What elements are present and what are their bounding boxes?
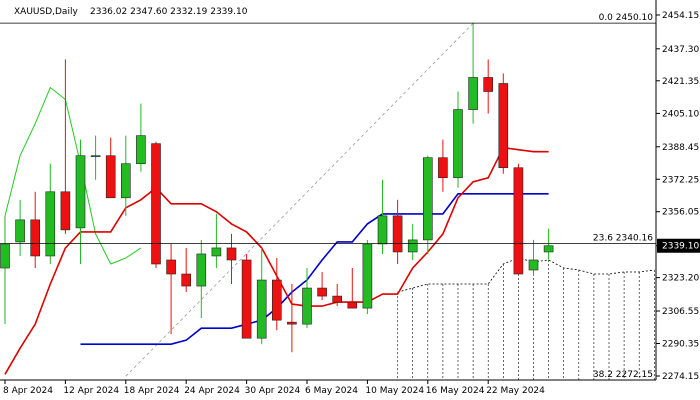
current-price-label: 2339.10 [662, 242, 699, 252]
price-tick-label: 2274.15 [662, 372, 699, 382]
candle-body [136, 135, 146, 165]
price-tick-label: 2323.20 [662, 274, 699, 284]
current-price-tag [657, 238, 700, 253]
candle-body [498, 83, 509, 169]
time-tick-label: 16 May 2024 [426, 386, 485, 396]
candle-body [256, 279, 267, 339]
candle-body [196, 253, 207, 287]
candle-body [105, 155, 116, 199]
candle-body [60, 191, 71, 231]
fib-level-label: 0.0 2450.10 [599, 13, 654, 23]
price-tick-label: 2405.10 [662, 109, 699, 119]
time-tick-label: 6 May 2024 [305, 386, 358, 396]
candle-body [407, 239, 418, 253]
chikou-span-line [4, 86, 142, 265]
candle-body [271, 279, 282, 321]
plot-background [0, 0, 656, 380]
price-tick-label: 2290.35 [662, 340, 699, 350]
time-tick-label: 8 Apr 2024 [3, 386, 53, 396]
time-tick-label: 22 May 2024 [486, 386, 545, 396]
price-tick-label: 2421.35 [662, 77, 699, 87]
candle-body [121, 163, 131, 199]
candle-body [317, 287, 327, 297]
price-tick-label: 2372.25 [662, 175, 699, 185]
candle-body [151, 143, 161, 265]
time-tick-label: 10 May 2024 [365, 386, 424, 396]
candles [0, 23, 554, 353]
chart-symbol: XAUUSD,Daily [14, 7, 78, 17]
time-tick-label: 24 Apr 2024 [184, 386, 240, 396]
candle-body [241, 259, 252, 339]
candle-body [75, 155, 86, 229]
candle-body [377, 215, 388, 245]
candle-body [347, 301, 358, 309]
candle-body [438, 157, 448, 179]
price-tick-label: 2437.30 [662, 45, 699, 55]
candle-body [513, 167, 524, 275]
price-tick-label: 2388.45 [662, 143, 699, 153]
candle-body [90, 155, 101, 157]
cloud-edge-line [397, 257, 655, 293]
fib-level-label: 38.2 2272.15 [593, 370, 653, 380]
time-axis: 8 Apr 2024 12 Apr 2024 18 Apr 2024 24 Apr 2… [3, 380, 545, 396]
candle-body [362, 243, 373, 309]
ichimoku-cloud [397, 257, 655, 380]
kijun-sen-line [80, 193, 549, 345]
price-axis: 2454.15 2437.30 2421.35 2405.10 2388.45 2372.… [0, 0, 700, 382]
candle-body [543, 245, 554, 253]
candle-body [45, 191, 56, 257]
candle-body [211, 247, 222, 257]
time-tick-label: 18 Apr 2024 [124, 386, 180, 396]
fibonacci-levels: 0.0 2450.10 23.6 2340.16 38.2 2272.15 [0, 13, 656, 380]
fib-level-label: 23.6 2340.16 [593, 234, 653, 244]
fibonacci-trend-line [125, 23, 474, 377]
time-tick-label: 30 Apr 2024 [245, 386, 301, 396]
candle-body [226, 247, 237, 261]
price-tick-label: 2356.05 [662, 208, 699, 218]
candle-body [392, 215, 403, 253]
candle-body [468, 77, 478, 110]
candle-body [166, 259, 176, 275]
candle-body [287, 321, 297, 325]
candle-body [0, 243, 10, 269]
price-tick-label: 2306.55 [662, 307, 699, 317]
price-tick-label: 2454.15 [662, 11, 699, 21]
candle-body [302, 287, 312, 325]
candle-body [453, 109, 463, 179]
candle-body [483, 77, 494, 92]
candle-body [15, 219, 25, 243]
candle-body [422, 157, 433, 241]
time-tick-label: 12 Apr 2024 [63, 386, 119, 396]
candle-body [181, 273, 191, 287]
candle-body [528, 259, 539, 271]
ohlc-values: 2336.02 2347.60 2332.19 2339.10 [90, 7, 248, 17]
candle-body [332, 295, 343, 303]
candle-body [30, 219, 41, 257]
